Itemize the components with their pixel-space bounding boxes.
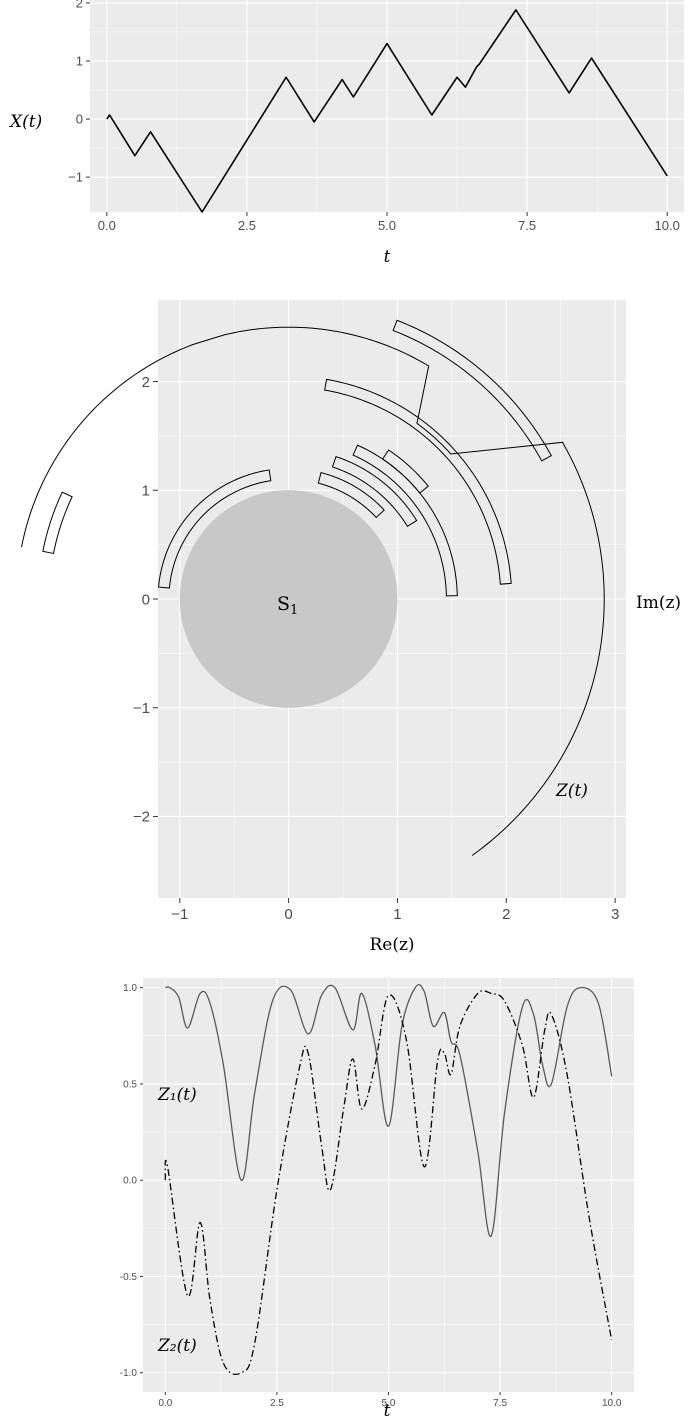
curve-label: Z(t)	[555, 781, 588, 801]
z1-series-line	[165, 983, 613, 1237]
x-tick-label: 0.0	[158, 1398, 172, 1409]
y-tick-label: -1.0	[120, 1368, 138, 1379]
arc-ribbon	[42, 491, 73, 555]
x-tick-label: 3	[611, 906, 619, 923]
arc-ribbon	[381, 449, 429, 494]
top-chart-grid	[90, 0, 684, 212]
x-series-line	[106, 9, 668, 213]
y-tick-label: −2	[133, 809, 150, 826]
y-tick-label: 1	[76, 54, 83, 69]
x-tick-label: 7.5	[518, 218, 536, 233]
complex-plane-xlabel: Re(z)	[369, 935, 414, 955]
bottom-chart-xlabel: t	[384, 1401, 391, 1421]
x-tick-label: 5.0	[378, 218, 396, 233]
arc-ribbons	[42, 319, 552, 597]
top-chart-panel: 0.0 2.5 5.0 7.5 10.0 −1 0 1 2 X(t) t	[8, 0, 684, 267]
top-chart-xlabel: t	[384, 247, 391, 267]
arc-ribbon	[331, 455, 418, 527]
x-tick-label: 7.5	[493, 1398, 507, 1409]
y-tick-label: −1	[133, 700, 150, 717]
x-tick-label: 2.5	[238, 218, 256, 233]
y-tick-label: 2	[142, 374, 150, 391]
z-curve-line	[21, 326, 605, 856]
x-tick-label: −1	[171, 906, 188, 923]
disk-label-main: S	[277, 593, 290, 615]
z2-series-line	[164, 990, 613, 1375]
y-tick-label: 0.0	[123, 1176, 137, 1187]
x-tick-label: 10.0	[602, 1398, 622, 1409]
top-chart-ylabel: X(t)	[8, 112, 42, 132]
z-curve	[21, 326, 605, 856]
complex-plane-ticks: −1 0 1 2 3 −2 −1 0 1 2	[133, 374, 619, 923]
x-tick-label: 10.0	[655, 218, 680, 233]
bottom-chart-panel: 0.0 2.5 5.0 7.5 10.0-1.0-0.50.00.51.0 Z₁(t) …	[120, 978, 634, 1421]
x-tick-label: 2.5	[270, 1398, 284, 1409]
x-tick-label: 5.0	[382, 1398, 396, 1409]
y-tick-label: 0.5	[123, 1079, 137, 1090]
z1-series-label: Z₁(t)	[157, 1085, 197, 1105]
arc-ribbon	[324, 378, 512, 585]
x-tick-label: 0	[284, 906, 292, 923]
top-chart-series	[106, 9, 668, 213]
disk-label: S1	[277, 593, 298, 618]
y-tick-label: 0	[76, 112, 83, 127]
y-tick-label: 0	[142, 591, 150, 608]
complex-plane-grid	[158, 300, 626, 898]
bottom-chart-ticks: 0.0 2.5 5.0 7.5 10.0 -1.0 -0.5 0.0 0.5 1.0	[120, 983, 622, 1409]
y-tick-label: 1.0	[123, 983, 137, 994]
complex-plane-right-label: Im(z)	[636, 593, 681, 613]
z2-series-label: Z₂(t)	[157, 1336, 197, 1356]
y-tick-label: -0.5	[120, 1272, 138, 1283]
x-tick-label: 0.0	[98, 218, 116, 233]
y-tick-label: −1	[68, 170, 83, 185]
y-tick-label: 1	[142, 483, 150, 500]
x-tick-label: 2	[502, 906, 510, 923]
top-chart-ticks: 0.0 2.5 5.0 7.5 10.0 −1 0 1 2	[68, 0, 680, 233]
arc-ribbon	[352, 444, 458, 597]
arc-ribbon	[158, 469, 272, 589]
x-tick-label: 1	[393, 906, 401, 923]
y-tick-label: 2	[76, 0, 83, 10]
disk-label-sub: 1	[290, 603, 298, 618]
arc-ribbon	[317, 472, 385, 519]
bottom-chart-series	[164, 983, 613, 1375]
unit-disk	[179, 490, 398, 708]
bottom-chart-grid	[143, 978, 634, 1392]
arc-ribbon	[392, 319, 552, 462]
